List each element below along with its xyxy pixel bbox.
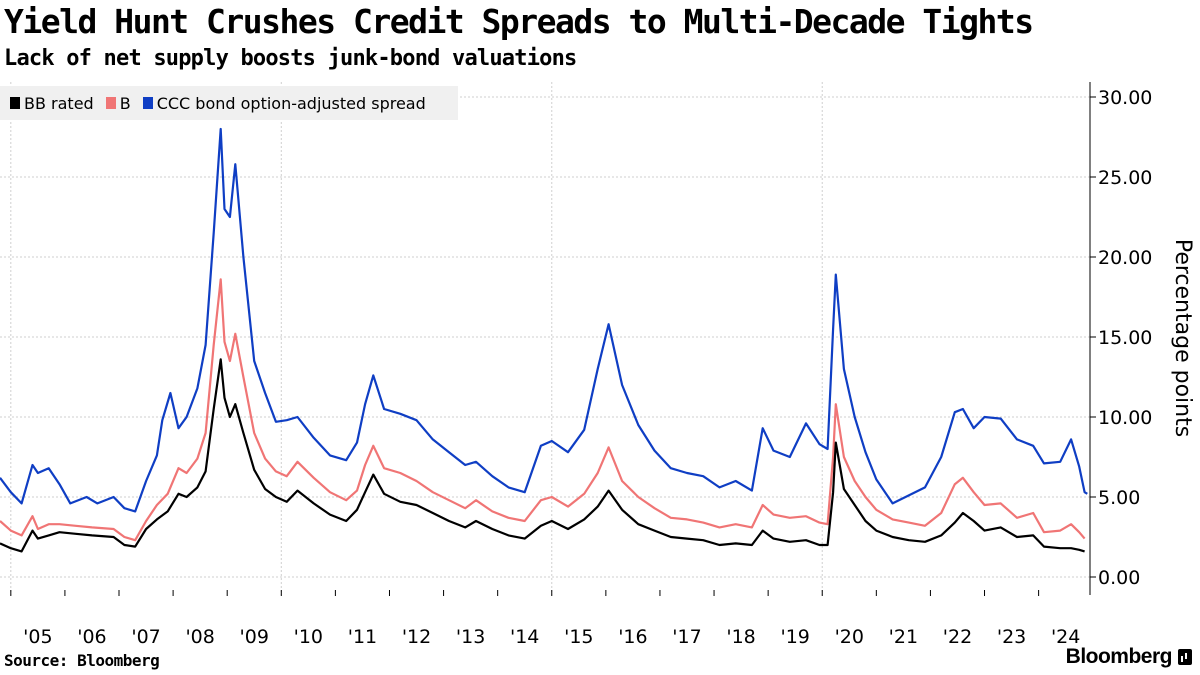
y-tick-label: 20.00: [1098, 247, 1152, 269]
x-tick-label: '18: [726, 626, 755, 648]
y-tick-label: 25.00: [1098, 167, 1152, 189]
legend-item-bb: BB rated: [10, 94, 94, 113]
bloomberg-logo: Bloomberg: [1066, 645, 1192, 669]
x-tick-label: '13: [456, 626, 485, 648]
y-axis: 0.00 5.00 10.00 15.00 20.00 25.00 30.00: [1089, 82, 1152, 595]
y-tick-label: 5.00: [1098, 487, 1140, 509]
x-tick-label: '23: [997, 626, 1026, 648]
x-tick-label: '06: [77, 626, 106, 648]
x-tick-label: '20: [835, 626, 864, 648]
legend-label-ccc: CCC bond option-adjusted spread: [156, 93, 426, 113]
chart-subtitle: Lack of net supply boosts junk-bond valu…: [4, 46, 577, 71]
x-tick-label: '11: [348, 626, 377, 648]
y-tick-label: 0.00: [1098, 567, 1140, 589]
chart-title: Yield Hunt Crushes Credit Spreads to Mul…: [4, 2, 1034, 41]
source-note: Source: Bloomberg: [4, 651, 160, 670]
x-tick-label: '15: [564, 626, 593, 648]
x-tick-label: '21: [889, 626, 918, 648]
x-tick-label: '17: [672, 626, 701, 648]
legend-swatch-ccc: [142, 97, 153, 109]
legend-label-b: B: [119, 93, 131, 113]
legend-item-b: B: [105, 93, 131, 113]
x-tick-label: '22: [943, 626, 972, 648]
y-tick-label: 15.00: [1098, 327, 1152, 349]
x-tick-label: '12: [402, 626, 431, 648]
x-tick-label: '08: [185, 626, 214, 648]
series-line-0: [0, 358, 1085, 553]
x-tick-label: '16: [618, 626, 647, 648]
series-line-1: [0, 278, 1086, 542]
x-tick-label: '10: [294, 626, 323, 648]
legend-swatch-bb: [10, 97, 20, 109]
series-line-2: [0, 127, 1088, 513]
x-tick-label: '09: [240, 626, 269, 648]
grid-lines: [0, 82, 1090, 595]
x-tick-label: '14: [510, 626, 539, 648]
bloomberg-logo-icon: [1178, 649, 1192, 665]
logo-text: Bloomberg: [1065, 645, 1173, 668]
legend-item-ccc: CCC bond option-adjusted spread: [142, 93, 426, 113]
x-axis: '05 '06 '07 '08 '09 '10 '11 '12 '13 '14 '15 '16 '17 '…: [10, 590, 1080, 648]
x-tick-label: '19: [780, 626, 809, 648]
series-lines: [0, 127, 1088, 553]
y-tick-label: 10.00: [1098, 407, 1152, 429]
legend-label-bb: BB rated: [24, 93, 94, 113]
x-tick-label: '07: [131, 626, 160, 648]
legend: BB rated B CCC bond option-adjusted spre…: [0, 86, 458, 120]
y-tick-label: 30.00: [1098, 87, 1152, 109]
x-tick-label: '24: [1051, 626, 1080, 648]
legend-swatch-b: [105, 97, 116, 109]
x-tick-label: '05: [23, 626, 52, 648]
y-axis-label: Percentage points: [1170, 239, 1195, 437]
